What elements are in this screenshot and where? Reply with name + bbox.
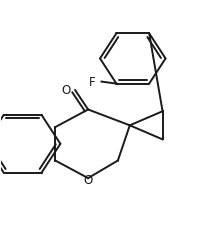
Text: O: O: [83, 173, 93, 186]
Text: O: O: [62, 83, 71, 96]
Text: F: F: [89, 76, 96, 89]
